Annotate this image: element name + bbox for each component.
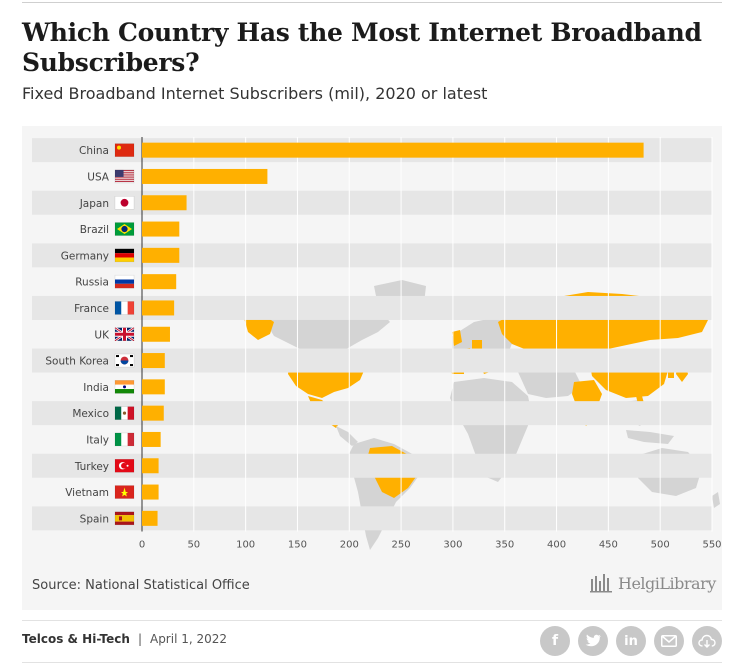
category-label: South Korea (45, 356, 109, 368)
map-central-america (336, 426, 358, 446)
x-tick-label: 100 (236, 540, 255, 551)
bar (142, 326, 170, 342)
map-uk (452, 330, 462, 346)
category-label: Vietnam (65, 487, 109, 499)
download-icon[interactable] (692, 626, 722, 656)
brazil-flag-icon (114, 222, 135, 236)
twitter-icon[interactable] (578, 626, 608, 656)
bar (142, 484, 159, 500)
x-tick-label: 350 (495, 540, 514, 551)
bottom-rule (22, 662, 722, 663)
india-flag-icon (114, 380, 135, 394)
china-flag-icon (114, 143, 135, 157)
logo-text: HelgiLibrary (618, 573, 716, 593)
x-tick-label: 550 (702, 540, 721, 551)
x-tick-label: 150 (288, 540, 307, 551)
bar (142, 195, 187, 211)
row-band (32, 506, 712, 531)
japan-flag-icon (114, 196, 135, 210)
italy-flag-icon (114, 432, 135, 447)
chart-source: Source: National Statistical Office (32, 578, 250, 593)
category-label: Russia (75, 277, 109, 289)
russia-flag-icon (114, 274, 135, 289)
x-tick-label: 400 (547, 540, 566, 551)
footer-divider (22, 620, 722, 621)
bar-chart: China USA Japan Brazil Germany Russia France UK… (32, 137, 722, 551)
meta-separator: | (137, 632, 142, 646)
email-icon[interactable] (654, 626, 684, 656)
linkedin-icon[interactable]: in (616, 626, 646, 656)
facebook-icon[interactable]: f (540, 626, 570, 656)
category-label: Italy (86, 434, 109, 446)
mexico-flag-icon (114, 406, 135, 420)
helgi-library-logo[interactable]: HelgiLibrary (590, 573, 716, 593)
uk-flag-icon (114, 326, 135, 342)
map-alaska (244, 314, 274, 340)
bar (142, 168, 268, 184)
map-indonesia (626, 430, 674, 444)
category-label: UK (94, 329, 110, 341)
bar (142, 458, 159, 474)
x-tick-label: 300 (443, 540, 462, 551)
category-label: Brazil (80, 224, 109, 236)
x-tick-label: 200 (340, 540, 359, 551)
category-label: Spain (80, 513, 109, 525)
germany-flag-icon (114, 248, 135, 263)
bar (142, 247, 180, 263)
category-link[interactable]: Telcos & Hi-Tech (22, 632, 130, 646)
country-flags (114, 143, 135, 526)
top-rule (22, 2, 722, 3)
page-title: Which Country Has the Most Internet Broa… (22, 18, 702, 77)
article-meta: Telcos & Hi-Tech | April 1, 2022 (22, 632, 227, 646)
usa-flag-icon (114, 169, 135, 184)
bar (142, 300, 175, 316)
map-middle-east (518, 366, 582, 398)
bar (142, 274, 177, 290)
france-flag-icon (114, 301, 135, 315)
bar (142, 353, 165, 369)
x-tick-label: 450 (599, 540, 618, 551)
category-label: Mexico (72, 408, 109, 420)
bar (142, 405, 164, 421)
bar (142, 142, 644, 158)
category-label: Japan (79, 198, 109, 210)
chart-subtitle: Fixed Broadband Internet Subscribers (mi… (22, 84, 488, 103)
bar (142, 221, 180, 237)
category-label: USA (87, 171, 110, 183)
bars (142, 142, 644, 526)
south-korea-flag-icon (114, 353, 135, 368)
library-icon (590, 574, 612, 593)
category-label: India (83, 382, 109, 394)
publish-date: April 1, 2022 (149, 632, 228, 646)
category-label: France (74, 303, 109, 315)
spain-flag-icon (114, 511, 135, 526)
chart-panel: China USA Japan Brazil Germany Russia France UK… (22, 126, 722, 610)
category-label: Germany (61, 250, 109, 262)
social-share: f in (540, 626, 722, 656)
x-tick-label: 0 (139, 540, 145, 551)
x-tick-label: 500 (651, 540, 670, 551)
turkey-flag-icon (114, 459, 135, 473)
bar (142, 379, 165, 395)
map-new-zealand (712, 492, 720, 508)
vietnam-flag-icon (114, 485, 135, 499)
category-labels: China USA Japan Brazil Germany Russia France UK… (45, 145, 110, 525)
x-tick-label: 50 (187, 540, 200, 551)
x-axis-ticks: 0 50 100 150 200 250 300 350 400 450 500 550 (139, 540, 722, 551)
bar (142, 431, 161, 447)
x-tick-label: 250 (392, 540, 411, 551)
category-label: China (79, 145, 109, 157)
category-label: Turkey (74, 461, 109, 473)
bar (142, 510, 158, 526)
